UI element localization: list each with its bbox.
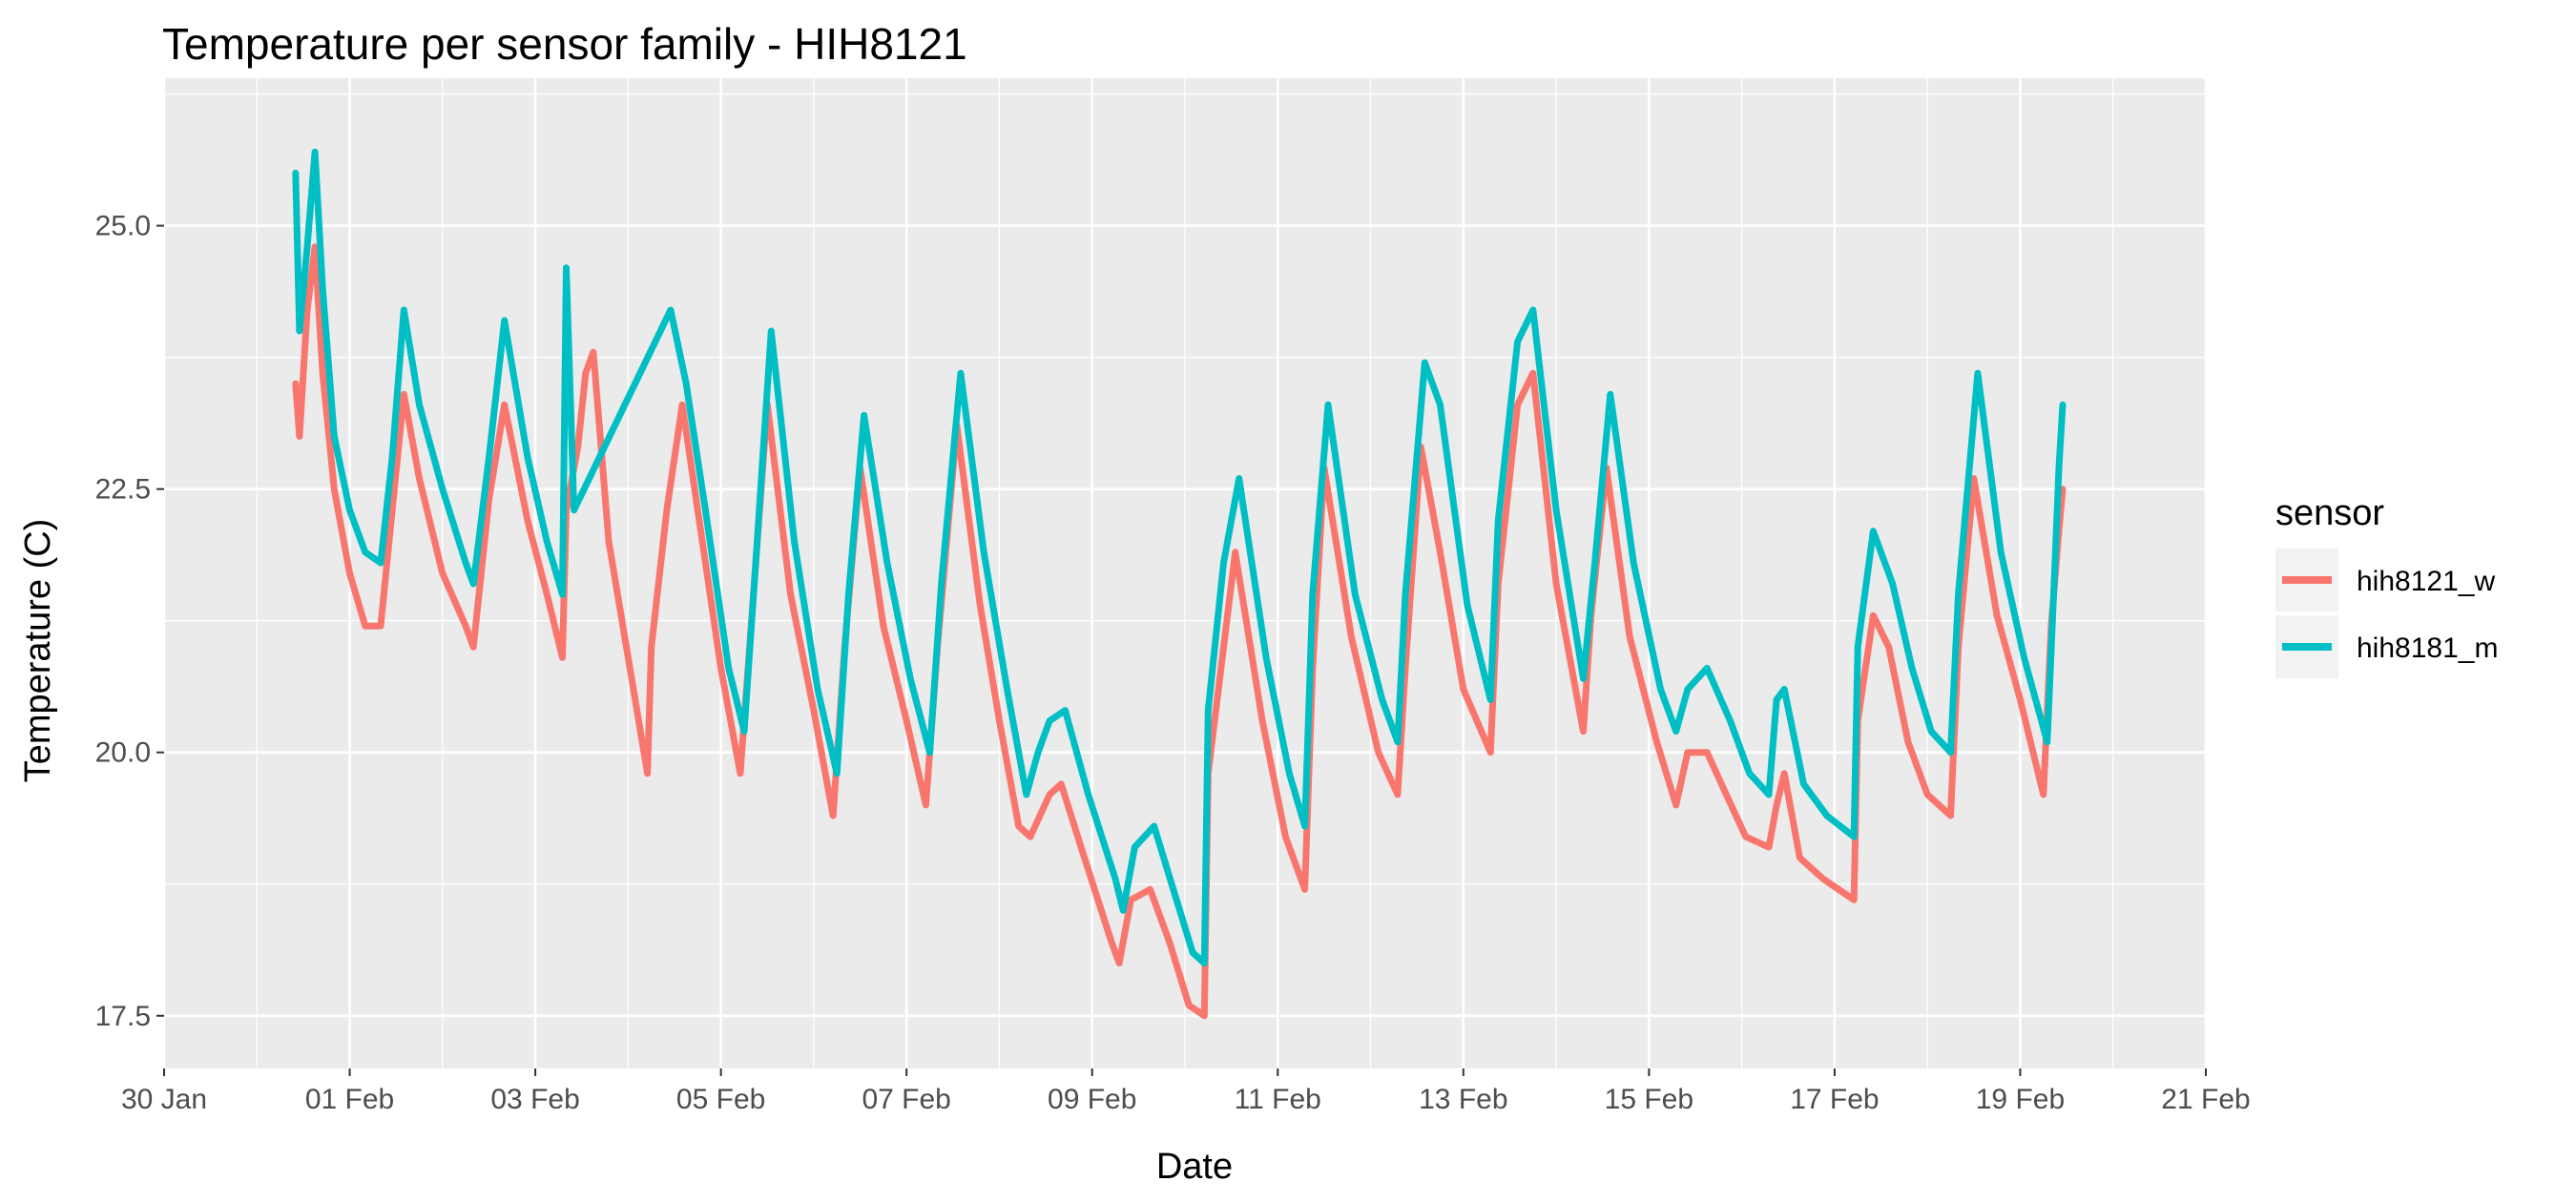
x-axis: 30 Jan 01 Feb 03 Feb 05 Feb 07 Feb 09 Feb 11 F…	[121, 1068, 2251, 1115]
y-axis-title: Temperature (C)	[18, 519, 58, 783]
chart-title: Temperature per sensor family - HIH8121	[162, 19, 967, 69]
y-tick-label: 20.0	[95, 737, 151, 769]
x-tick-label: 07 Feb	[862, 1084, 950, 1115]
x-tick-label: 17 Feb	[1790, 1084, 1879, 1115]
x-tick-label: 15 Feb	[1605, 1084, 1693, 1115]
x-tick-label: 05 Feb	[676, 1084, 765, 1115]
legend-title: sensor	[2275, 493, 2384, 533]
x-tick-label: 21 Feb	[2161, 1084, 2250, 1115]
x-tick-label: 13 Feb	[1419, 1084, 1507, 1115]
x-tick-label: 03 Feb	[490, 1084, 579, 1115]
y-axis: 17.5 20.0 22.5 25.0	[95, 211, 164, 1032]
grid-lines	[162, 78, 2208, 1068]
legend-label-hih8181_m: hih8181_m	[2357, 632, 2498, 664]
y-tick-label: 25.0	[95, 211, 151, 242]
x-axis-title: Date	[1156, 1147, 1233, 1187]
x-tick-label: 30 Jan	[121, 1084, 207, 1115]
legend: sensor hih8121_w hih8181_m	[2275, 493, 2498, 678]
series-layer	[292, 148, 2067, 1020]
y-tick-label: 17.5	[95, 1001, 151, 1032]
x-tick-label: 01 Feb	[305, 1084, 394, 1115]
x-tick-label: 11 Feb	[1235, 1084, 1321, 1115]
x-tick-label: 09 Feb	[1048, 1084, 1136, 1115]
y-tick-label: 22.5	[95, 474, 151, 506]
series-line-hih8181_m	[292, 148, 2067, 967]
series-line-hih8121_w	[292, 243, 2067, 1020]
legend-label-hih8121_w: hih8121_w	[2357, 566, 2495, 597]
x-tick-label: 19 Feb	[1976, 1084, 2065, 1115]
